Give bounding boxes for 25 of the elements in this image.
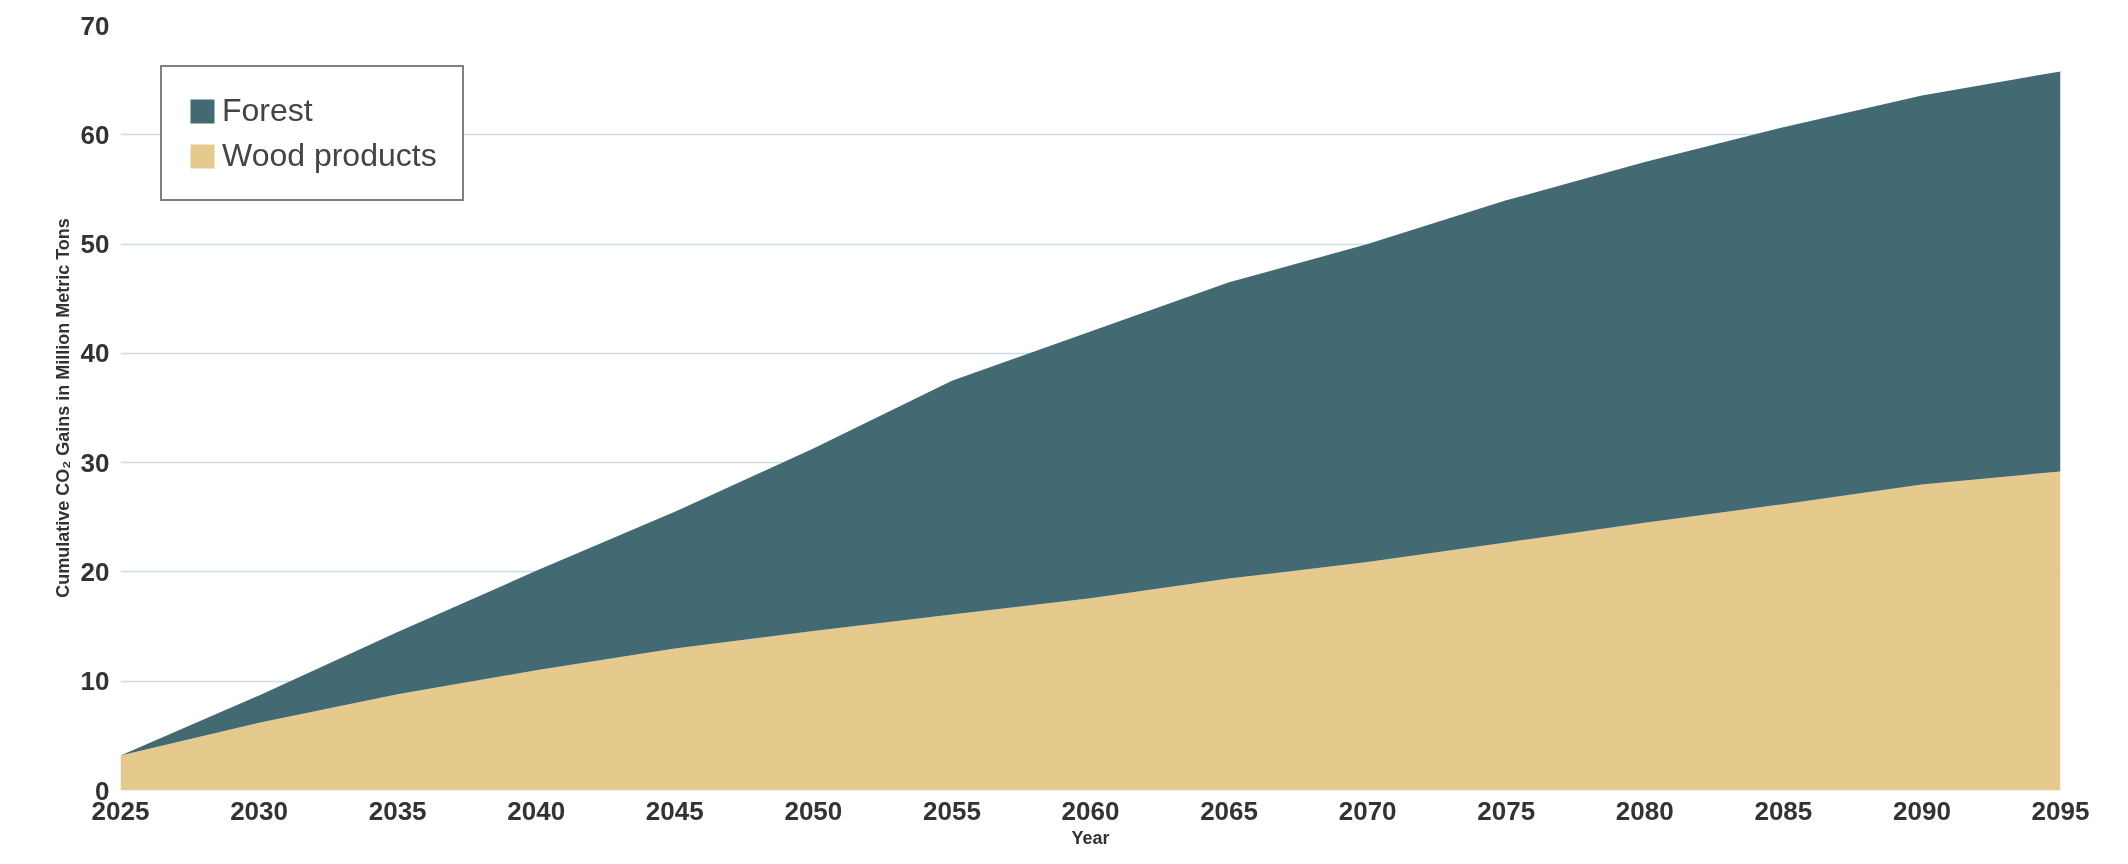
y-tick-label: 50 bbox=[80, 229, 110, 260]
x-tick-label: 2055 bbox=[923, 795, 981, 826]
x-tick-label: 2035 bbox=[368, 795, 427, 826]
x-tick-label: 2040 bbox=[507, 795, 566, 826]
x-tick-label: 2080 bbox=[1615, 795, 1674, 826]
legend-label: Forest bbox=[222, 92, 313, 129]
x-tick-label: 2075 bbox=[1477, 795, 1536, 826]
y-tick-label: 10 bbox=[80, 666, 110, 697]
x-tick-label: 2095 bbox=[2031, 795, 2090, 826]
x-tick-label: 2050 bbox=[784, 795, 843, 826]
x-tick-label: 2070 bbox=[1338, 795, 1397, 826]
y-tick-label: 60 bbox=[80, 119, 110, 150]
x-tick-label: 2030 bbox=[230, 795, 288, 826]
y-tick-label: 30 bbox=[80, 447, 110, 478]
y-tick-label: 70 bbox=[80, 10, 110, 41]
y-tick-label: 20 bbox=[80, 556, 110, 587]
x-tick-label: 2060 bbox=[1061, 795, 1120, 826]
y-axis-title: Cumulative CO₂ Gains in Million Metric Tons bbox=[52, 218, 73, 598]
x-tick-label: 2085 bbox=[1754, 795, 1813, 826]
x-tick-label: 2065 bbox=[1200, 795, 1258, 826]
y-tick-label: 40 bbox=[80, 338, 110, 369]
x-axis-title: Year bbox=[1071, 827, 1110, 848]
x-tick-label: 2090 bbox=[1893, 795, 1951, 826]
legend-label: Wood products bbox=[222, 137, 437, 174]
x-tick-label: 2045 bbox=[645, 795, 704, 826]
